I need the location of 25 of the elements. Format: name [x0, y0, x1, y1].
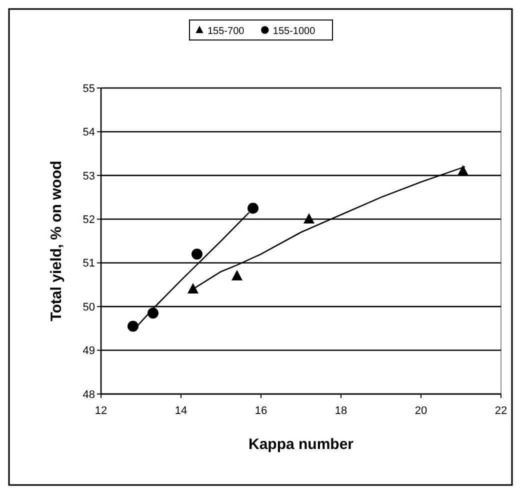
point — [128, 320, 138, 332]
y-tick-label: 55 — [82, 82, 95, 95]
y-tick-label: 50 — [82, 301, 95, 314]
y-tick-label: 48 — [82, 388, 95, 401]
y-tick-label: 51 — [82, 258, 95, 270]
x-tick-label: 12 — [94, 405, 108, 417]
x-tick-label: 22 — [494, 405, 508, 417]
legend-label: 155-1000 — [272, 26, 316, 37]
x-tick-label: 20 — [414, 405, 428, 417]
y-tick-label: 53 — [82, 170, 95, 182]
point — [304, 213, 314, 224]
x-tick-label: 18 — [334, 405, 348, 417]
point — [248, 202, 258, 214]
y-tick-label: 52 — [82, 214, 95, 226]
legend-label: 155-700 — [208, 26, 245, 37]
point — [188, 283, 198, 294]
point — [458, 165, 468, 176]
y-tick-label: 54 — [82, 126, 95, 139]
x-tick-label: 14 — [174, 405, 188, 417]
x-tick-label: 16 — [254, 405, 268, 417]
y-tick-label: 49 — [82, 345, 95, 358]
x-axis-title: Kappa number — [248, 436, 354, 453]
point — [192, 248, 202, 260]
point — [232, 270, 242, 280]
y-axis-title: Total yield, % on wood — [48, 160, 65, 322]
